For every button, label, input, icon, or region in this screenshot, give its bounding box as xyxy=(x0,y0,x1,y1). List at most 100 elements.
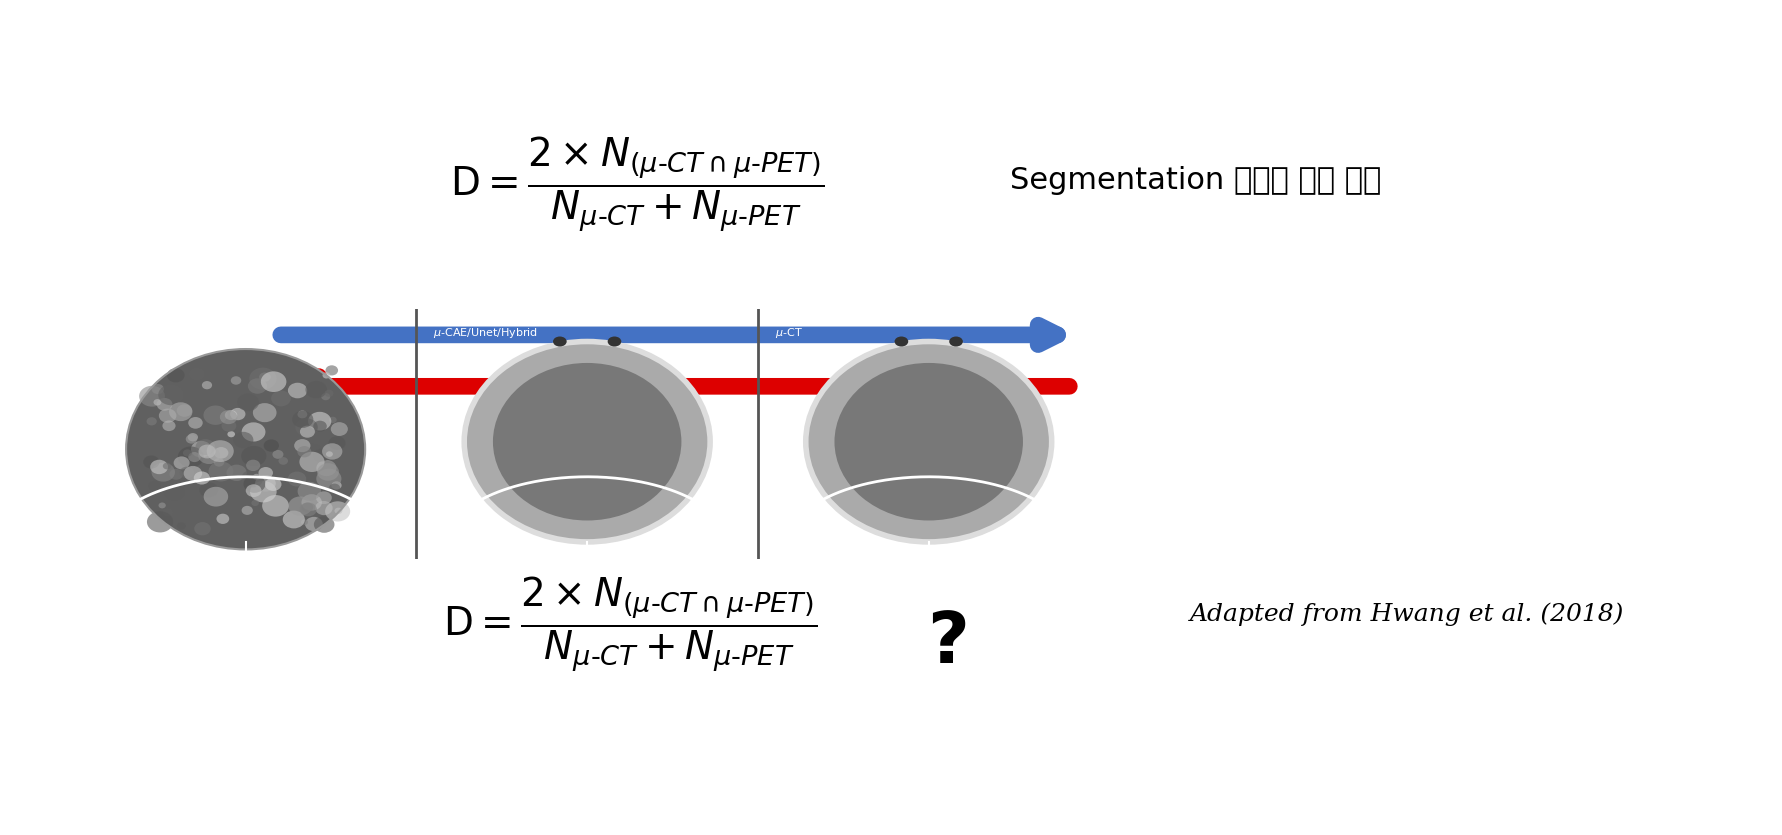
Ellipse shape xyxy=(248,378,267,394)
Ellipse shape xyxy=(200,482,219,498)
Ellipse shape xyxy=(328,483,340,493)
Ellipse shape xyxy=(191,441,212,458)
Ellipse shape xyxy=(608,337,622,347)
Ellipse shape xyxy=(201,381,212,389)
Ellipse shape xyxy=(225,410,237,420)
Ellipse shape xyxy=(260,372,287,392)
Ellipse shape xyxy=(230,408,246,420)
Ellipse shape xyxy=(258,372,271,382)
Ellipse shape xyxy=(246,459,260,471)
Ellipse shape xyxy=(153,399,162,406)
Text: Adapted from Hwang et al. (2018): Adapted from Hwang et al. (2018) xyxy=(1190,603,1623,626)
Ellipse shape xyxy=(253,473,260,480)
Ellipse shape xyxy=(150,460,168,474)
Ellipse shape xyxy=(221,420,237,432)
Ellipse shape xyxy=(184,466,201,481)
Ellipse shape xyxy=(203,406,228,425)
Ellipse shape xyxy=(230,377,241,385)
Ellipse shape xyxy=(552,337,567,347)
Ellipse shape xyxy=(176,404,192,417)
Ellipse shape xyxy=(219,410,237,424)
Text: $\mathrm{D} = \dfrac{2 \times N_{(\mu\text{-}CT \cap \mu\text{-}PET)}}{N_{\mu\te: $\mathrm{D} = \dfrac{2 \times N_{(\mu\te… xyxy=(451,134,823,234)
Ellipse shape xyxy=(301,519,308,525)
Ellipse shape xyxy=(317,460,337,476)
Ellipse shape xyxy=(237,393,258,411)
Ellipse shape xyxy=(244,475,266,493)
Ellipse shape xyxy=(950,337,962,347)
Ellipse shape xyxy=(331,481,342,489)
Ellipse shape xyxy=(463,342,709,542)
Ellipse shape xyxy=(255,475,276,492)
Ellipse shape xyxy=(262,495,289,517)
Text: Segmentation 목적일 때는 충분: Segmentation 목적일 때는 충분 xyxy=(1010,166,1381,195)
Ellipse shape xyxy=(296,418,317,437)
Ellipse shape xyxy=(299,503,317,516)
Ellipse shape xyxy=(203,487,228,507)
Ellipse shape xyxy=(249,481,276,503)
Text: $\mu$-CAE/Unet/Hybrid: $\mu$-CAE/Unet/Hybrid xyxy=(433,326,538,341)
Ellipse shape xyxy=(315,491,331,504)
Ellipse shape xyxy=(214,447,228,458)
Ellipse shape xyxy=(157,398,173,411)
Ellipse shape xyxy=(299,452,324,472)
Ellipse shape xyxy=(271,391,290,407)
Ellipse shape xyxy=(328,436,346,450)
Ellipse shape xyxy=(169,469,184,480)
Ellipse shape xyxy=(264,439,280,452)
Ellipse shape xyxy=(196,439,216,455)
Ellipse shape xyxy=(324,390,333,397)
Ellipse shape xyxy=(241,470,264,488)
Ellipse shape xyxy=(305,517,323,531)
Text: ?: ? xyxy=(927,609,969,678)
Ellipse shape xyxy=(146,418,157,426)
Ellipse shape xyxy=(299,444,324,463)
Ellipse shape xyxy=(283,510,305,529)
Ellipse shape xyxy=(187,433,198,442)
Ellipse shape xyxy=(242,506,253,515)
Ellipse shape xyxy=(299,426,315,438)
Ellipse shape xyxy=(326,451,333,457)
Ellipse shape xyxy=(331,423,347,436)
Ellipse shape xyxy=(173,457,189,469)
Ellipse shape xyxy=(169,402,192,421)
Ellipse shape xyxy=(289,497,312,516)
Ellipse shape xyxy=(159,503,166,509)
Ellipse shape xyxy=(139,386,166,407)
Text: $\mathrm{D} = \dfrac{2 \times N_{(\mu\text{-}CT \cap \mu\text{-}PET)}}{N_{\mu\te: $\mathrm{D} = \dfrac{2 \times N_{(\mu\te… xyxy=(444,574,818,674)
Ellipse shape xyxy=(317,463,339,481)
Ellipse shape xyxy=(164,484,185,501)
Ellipse shape xyxy=(241,446,266,466)
Ellipse shape xyxy=(207,440,233,462)
Ellipse shape xyxy=(298,446,312,458)
Ellipse shape xyxy=(198,444,216,458)
Ellipse shape xyxy=(315,501,333,515)
Ellipse shape xyxy=(324,501,351,522)
Ellipse shape xyxy=(159,385,184,405)
Ellipse shape xyxy=(143,455,160,468)
Ellipse shape xyxy=(294,439,310,453)
Ellipse shape xyxy=(258,467,273,478)
Ellipse shape xyxy=(314,421,326,432)
Ellipse shape xyxy=(162,421,176,431)
Ellipse shape xyxy=(301,503,314,512)
Ellipse shape xyxy=(168,368,185,382)
Ellipse shape xyxy=(159,408,176,423)
Ellipse shape xyxy=(314,516,335,533)
Ellipse shape xyxy=(289,382,307,398)
Ellipse shape xyxy=(189,417,203,428)
Ellipse shape xyxy=(162,509,173,516)
Ellipse shape xyxy=(323,443,342,459)
Ellipse shape xyxy=(198,446,219,464)
Ellipse shape xyxy=(895,337,909,347)
Text: $\mu$-CT: $\mu$-CT xyxy=(775,326,804,341)
Ellipse shape xyxy=(315,468,342,488)
Ellipse shape xyxy=(162,463,171,469)
Ellipse shape xyxy=(189,452,201,462)
Ellipse shape xyxy=(253,403,276,423)
Ellipse shape xyxy=(321,393,330,400)
Ellipse shape xyxy=(184,449,192,457)
Ellipse shape xyxy=(832,362,1025,522)
Ellipse shape xyxy=(242,423,266,442)
Ellipse shape xyxy=(266,478,282,491)
Ellipse shape xyxy=(298,411,307,418)
